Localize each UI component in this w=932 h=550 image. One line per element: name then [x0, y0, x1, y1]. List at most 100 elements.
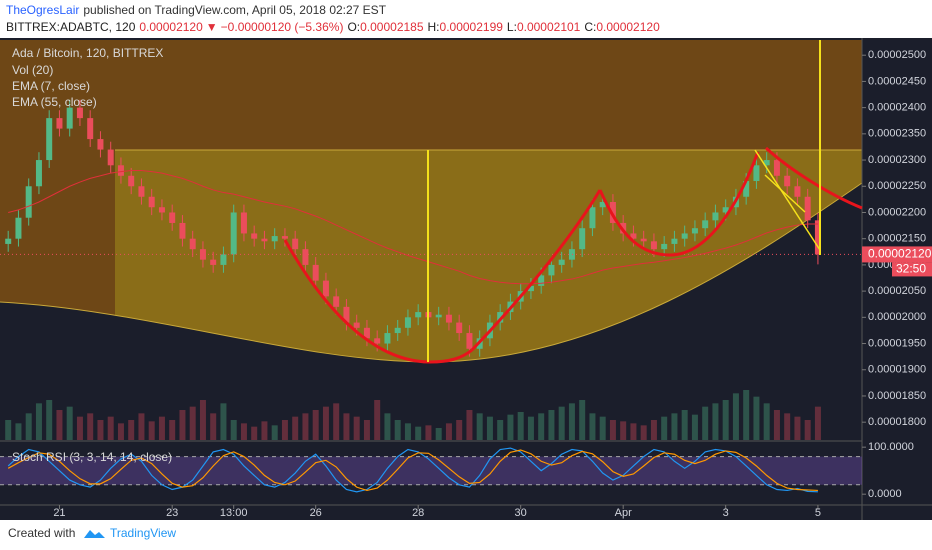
- volume-bar: [363, 420, 370, 440]
- volume-bar: [5, 420, 12, 440]
- x-tick-label: Apr: [615, 507, 632, 519]
- published: published on TradingView.com, April 05, …: [83, 3, 386, 17]
- ohlc-value: 0.00002101: [517, 20, 581, 34]
- volume-bar: [374, 400, 381, 440]
- candle-body: [404, 317, 411, 328]
- candle-body: [661, 243, 668, 250]
- y-tick-label: 0.00002050: [868, 285, 926, 297]
- y-tick-label: 0.00002150: [868, 233, 926, 245]
- volume-bar: [507, 414, 514, 440]
- volume-bar: [15, 423, 22, 440]
- volume-bar: [158, 416, 165, 440]
- volume-bar: [199, 400, 206, 440]
- countdown-box: [892, 262, 932, 277]
- header-line-2: BITTREX:ADABTC, 120 0.00002120 ▼ −0.0000012…: [6, 20, 660, 34]
- volume-bar: [743, 390, 750, 440]
- ema-line: [8, 170, 818, 285]
- candle-body: [56, 118, 63, 129]
- countdown-label: 32:50: [896, 262, 926, 276]
- change: −0.00000120 (−5.36%): [221, 20, 344, 34]
- volume-bar: [35, 403, 42, 440]
- volume-bar: [763, 403, 770, 440]
- candle-body: [251, 233, 258, 239]
- candle-body: [15, 217, 22, 239]
- candle-body: [353, 322, 360, 328]
- candle-body: [671, 238, 678, 244]
- candle-body: [712, 212, 719, 221]
- candle-body: [763, 160, 770, 166]
- x-tick-label: 28: [412, 507, 424, 519]
- candle-body: [87, 118, 94, 140]
- candle-body: [158, 207, 165, 213]
- ohlc-key: L:: [507, 20, 517, 34]
- candle-body: [210, 259, 217, 265]
- candle-body: [322, 280, 329, 297]
- candle-body: [650, 241, 657, 250]
- author[interactable]: TheOgresLair: [6, 3, 79, 17]
- footer-brand[interactable]: TradingView: [110, 526, 176, 540]
- ohlc-key: O:: [347, 20, 360, 34]
- volume-bar: [538, 413, 545, 440]
- volume-bar: [702, 406, 709, 440]
- volume-bar: [671, 413, 678, 440]
- candle-body: [148, 196, 155, 208]
- candle-body: [189, 238, 196, 250]
- volume-bar: [107, 416, 114, 440]
- symbol: BITTREX:ADABTC, 120: [6, 20, 136, 34]
- volume-bar: [722, 400, 729, 440]
- candle-body: [302, 249, 309, 265]
- volume-bar: [814, 406, 821, 440]
- candle-body: [538, 275, 545, 286]
- candle-body: [271, 236, 278, 242]
- volume-bar: [804, 420, 811, 440]
- volume-bar: [681, 410, 688, 440]
- y-tick-label: 0.00002450: [868, 75, 926, 87]
- ohlc-key: C:: [584, 20, 596, 34]
- y-tick-label: 0.00002300: [868, 154, 926, 166]
- under-layer: [0, 390, 862, 486]
- volume-bar: [281, 420, 288, 440]
- volume-bar: [87, 413, 94, 440]
- ohlc-value: 0.00002185: [360, 20, 424, 34]
- candle-body: [66, 107, 73, 129]
- volume-bar: [128, 420, 135, 440]
- stoch-line: [7, 449, 818, 492]
- candle-body: [179, 222, 186, 239]
- candle-body: [753, 165, 760, 182]
- candle-body: [169, 212, 176, 223]
- volume-bar: [333, 403, 340, 440]
- candle-body: [199, 249, 206, 260]
- volume-bar: [568, 403, 575, 440]
- volume-bar: [609, 420, 616, 440]
- volume-bar: [794, 416, 801, 440]
- candle-body: [466, 333, 473, 349]
- candle-body: [527, 285, 534, 292]
- x-tick-label: 5: [815, 507, 821, 519]
- volume-bar: [630, 423, 637, 440]
- volume-bar: [558, 406, 565, 440]
- volume-bar: [620, 421, 627, 440]
- volume-bar: [292, 416, 299, 440]
- volume-bar: [456, 420, 463, 440]
- stoch-tick-label: 100.0000: [868, 441, 914, 453]
- legend-item: EMA (55, close): [12, 95, 97, 109]
- drawings: [283, 40, 863, 364]
- volume-bar: [76, 416, 83, 440]
- candle-body: [445, 314, 452, 323]
- volume-bar: [599, 416, 606, 440]
- volume-bar: [404, 423, 411, 440]
- ohlc-value: 0.00002120: [596, 20, 660, 34]
- volume-bar: [732, 393, 739, 440]
- candle-body: [548, 264, 555, 276]
- candle-body: [292, 238, 299, 250]
- last-price: 0.00002120: [139, 20, 203, 34]
- y-tick-label: 0.00002350: [868, 128, 926, 140]
- volume-bar: [220, 403, 227, 440]
- candle-body: [76, 107, 83, 119]
- last-price-label: 0.00002120: [868, 247, 932, 261]
- candle-body: [691, 228, 698, 234]
- candle-body: [5, 238, 12, 244]
- cup-area: [115, 150, 862, 362]
- y-tick-label: 0.00001900: [868, 364, 926, 376]
- candle-body: [97, 139, 104, 150]
